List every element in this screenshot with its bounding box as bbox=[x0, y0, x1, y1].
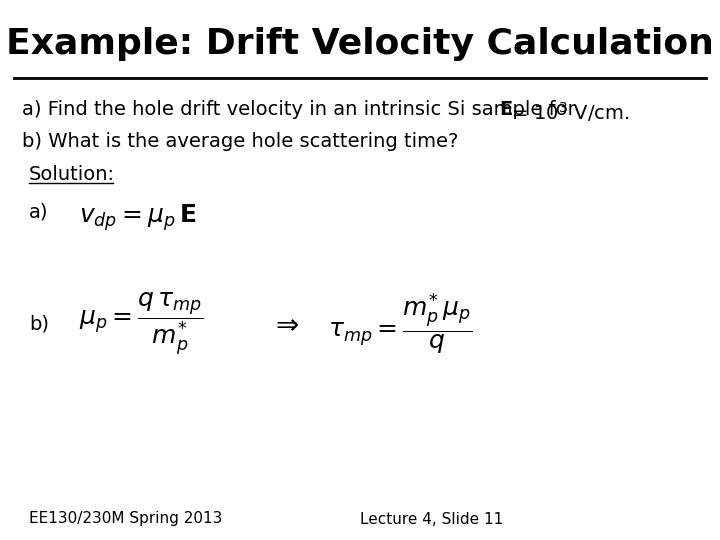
Text: Example: Drift Velocity Calculation: Example: Drift Velocity Calculation bbox=[6, 27, 714, 61]
Text: $v_{dp} = \mu_p\,\mathbf{E}$: $v_{dp} = \mu_p\,\mathbf{E}$ bbox=[79, 202, 197, 233]
Text: $\Rightarrow$: $\Rightarrow$ bbox=[270, 310, 300, 338]
Text: a) Find the hole drift velocity in an intrinsic Si sample for: a) Find the hole drift velocity in an in… bbox=[22, 100, 582, 119]
Text: Lecture 4, Slide 11: Lecture 4, Slide 11 bbox=[360, 511, 503, 526]
Text: b): b) bbox=[29, 314, 49, 334]
Text: Solution:: Solution: bbox=[29, 165, 114, 184]
Text: $\tau_{mp} = \dfrac{m_p^{*}\,\mu_p}{q}$: $\tau_{mp} = \dfrac{m_p^{*}\,\mu_p}{q}$ bbox=[328, 292, 472, 356]
Text: = 10$^3$ V/cm.: = 10$^3$ V/cm. bbox=[511, 100, 630, 124]
Text: $\mu_p = \dfrac{q\,\tau_{mp}}{m_p^{*}}$: $\mu_p = \dfrac{q\,\tau_{mp}}{m_p^{*}}$ bbox=[79, 291, 204, 357]
Text: b) What is the average hole scattering time?: b) What is the average hole scattering t… bbox=[22, 132, 458, 151]
Text: EE130/230M Spring 2013: EE130/230M Spring 2013 bbox=[29, 511, 222, 526]
Text: E: E bbox=[499, 100, 512, 119]
Text: a): a) bbox=[29, 202, 48, 221]
